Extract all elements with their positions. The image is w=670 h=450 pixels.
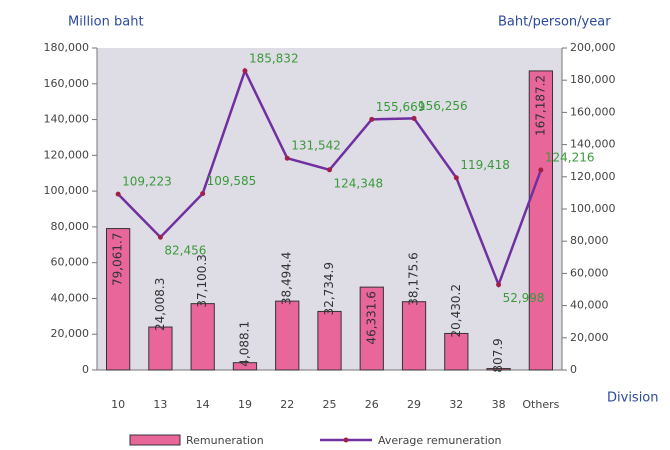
y2-tick-label: 200,000 xyxy=(570,41,616,54)
x-tick-label: 32 xyxy=(449,398,463,411)
bar xyxy=(528,70,553,371)
line-marker xyxy=(538,167,544,173)
legend-swatch xyxy=(343,437,349,443)
y-tick-label: 140,000 xyxy=(44,113,90,126)
bar-value-label: 38,494.4 xyxy=(280,252,294,305)
y2-tick-label: 0 xyxy=(570,363,577,376)
y-tick-label: 120,000 xyxy=(44,148,90,161)
y-tick-label: 0 xyxy=(82,363,89,376)
y2-tick-label: 60,000 xyxy=(570,266,609,279)
line-marker xyxy=(369,116,375,122)
y2-tick-label: 140,000 xyxy=(570,138,616,151)
bar-value-label: 37,100.3 xyxy=(195,254,209,307)
y2-tick-label: 100,000 xyxy=(570,202,616,215)
bar xyxy=(486,368,511,371)
y2-tick-label: 80,000 xyxy=(570,234,609,247)
line-value-label: 124,216 xyxy=(545,151,595,165)
line-marker xyxy=(496,282,502,288)
y2-axis-title: Baht/person/year xyxy=(498,15,611,30)
bar-value-label: 4,088.1 xyxy=(237,321,251,367)
bar xyxy=(232,362,258,371)
y2-tick-label: 40,000 xyxy=(570,299,609,312)
x-tick-label: 19 xyxy=(238,398,252,411)
bar xyxy=(444,332,469,371)
bar-value-label: 38,175.6 xyxy=(407,252,421,305)
line-value-label: 185,832 xyxy=(249,51,299,65)
bar-value-label: 167,187.2 xyxy=(533,75,547,136)
y-tick-label: 40,000 xyxy=(51,291,90,304)
bar xyxy=(317,310,342,371)
bar xyxy=(148,326,173,371)
y-tick-label: 180,000 xyxy=(44,41,90,54)
line-marker xyxy=(157,234,163,240)
x-tick-label: Others xyxy=(522,398,559,411)
legend-swatch xyxy=(129,434,181,446)
line-marker xyxy=(327,167,332,173)
bar xyxy=(106,228,131,371)
x-tick-label: 10 xyxy=(111,398,125,411)
line-marker xyxy=(115,191,121,197)
y2-tick-label: 20,000 xyxy=(570,331,609,344)
y-tick-label: 80,000 xyxy=(51,220,90,233)
y-tick-label: 100,000 xyxy=(44,184,90,197)
line-value-label: 109,585 xyxy=(207,174,257,188)
bar-value-label: 20,430.2 xyxy=(449,284,463,337)
x-tick-label: 14 xyxy=(196,398,210,411)
x-tick-label: 22 xyxy=(280,398,294,411)
line-value-label: 109,223 xyxy=(122,175,172,189)
y2-tick-label: 180,000 xyxy=(570,73,616,86)
line-marker xyxy=(200,191,206,197)
bar xyxy=(275,300,300,371)
y-tick-label: 20,000 xyxy=(51,327,90,340)
legend-label: Average remuneration xyxy=(378,434,502,447)
line-value-label: 156,256 xyxy=(418,99,468,113)
bar-value-label: 32,734.9 xyxy=(322,262,336,315)
x-tick-label: 38 xyxy=(492,398,506,411)
bar-value-label: 24,008.3 xyxy=(153,278,167,331)
y-tick-label: 160,000 xyxy=(44,77,90,90)
bar-value-label: 79,061.7 xyxy=(111,233,125,286)
line-marker xyxy=(242,68,248,74)
line-value-label: 124,348 xyxy=(334,176,384,190)
line-value-label: 155,669 xyxy=(376,100,426,114)
y2-tick-label: 120,000 xyxy=(570,170,616,183)
line-value-label: 52,998 xyxy=(503,291,545,305)
x-tick-label: 13 xyxy=(153,398,167,411)
line-marker xyxy=(284,155,290,161)
y-axis-title: Million baht xyxy=(68,15,144,30)
x-tick-label: 29 xyxy=(407,398,421,411)
line-value-label: 119,418 xyxy=(460,158,510,172)
line-value-label: 131,542 xyxy=(291,139,341,153)
x-tick-label: 26 xyxy=(365,398,379,411)
bar-value-label: 807.9 xyxy=(491,338,505,372)
line-marker xyxy=(411,115,417,121)
y2-tick-label: 160,000 xyxy=(570,105,616,118)
bar-value-label: 46,331.6 xyxy=(364,291,378,344)
bar xyxy=(359,286,384,371)
bar xyxy=(190,303,215,371)
line-value-label: 82,456 xyxy=(164,244,206,258)
bar xyxy=(401,301,427,371)
x-axis-title: Division xyxy=(607,391,659,406)
x-tick-label: 25 xyxy=(323,398,337,411)
y-tick-label: 60,000 xyxy=(51,256,90,269)
line-marker xyxy=(453,175,459,181)
legend-label: Remuneration xyxy=(186,434,264,447)
